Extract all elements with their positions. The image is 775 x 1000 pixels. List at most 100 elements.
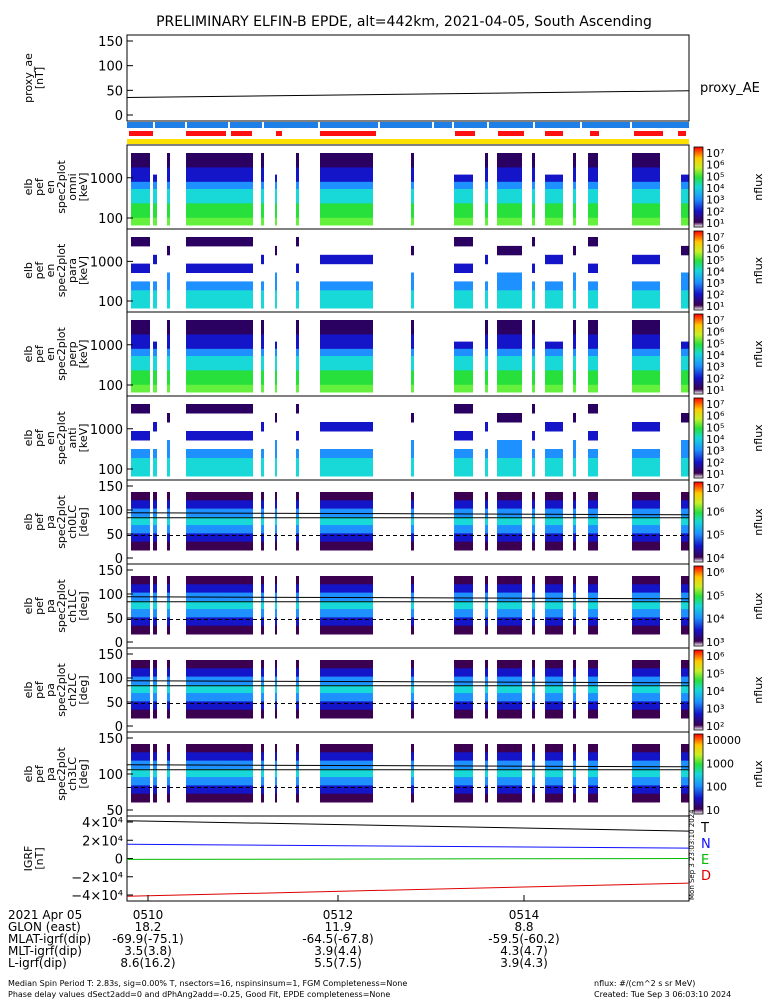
heatmap-cell: [532, 793, 535, 803]
y-axis-label-line: omni: [66, 173, 79, 200]
heatmap-cell: [320, 449, 373, 459]
heatmap-cell: [167, 541, 170, 551]
heatmap-cell: [497, 363, 522, 371]
heatmap-cell: [261, 709, 264, 719]
heatmap-cell: [532, 431, 535, 441]
heatmap-cell: [532, 327, 535, 335]
heatmap-cell: [186, 181, 253, 190]
heatmap-cell: [275, 533, 277, 543]
quality-bar-gap: [580, 122, 582, 128]
heatmap-cell: [497, 701, 522, 711]
heatmap-cell: [167, 467, 170, 477]
colorbar: [693, 313, 704, 395]
heatmap-cell: [275, 500, 277, 510]
heatmap-cell: [296, 458, 299, 468]
heatmap-cell: [532, 752, 535, 762]
heatmap-cell: [167, 167, 170, 176]
heatmap-cell: [167, 701, 170, 711]
heatmap-cell: [186, 525, 253, 534]
y-axis-label-line: spec2plot: [55, 495, 68, 549]
y-axis-label-line: [nT]: [33, 847, 46, 869]
heatmap-cell: [320, 422, 373, 432]
heatmap-cell: [131, 467, 150, 477]
heatmap-cell: [320, 370, 373, 379]
heatmap-cell: [532, 584, 535, 594]
y-axis-label-line: elb: [22, 598, 35, 615]
chart-title: PRELIMINARY ELFIN-B EPDE, alt=442km, 202…: [156, 14, 652, 30]
heatmap-cell: [632, 348, 660, 357]
heatmap-cell: [261, 525, 264, 534]
heatmap-cell: [632, 693, 660, 702]
heatmap-cell: [153, 768, 157, 778]
time-tick-label: 0512: [323, 908, 354, 922]
heatmap-cell: [153, 458, 157, 468]
heatmap-cell: [632, 709, 660, 719]
heatmap-cell: [167, 660, 170, 669]
heatmap-cell: [497, 760, 522, 770]
heatmap-cell: [153, 752, 157, 762]
heatmap-cell: [497, 272, 522, 282]
heatmap-cell: [261, 203, 264, 212]
colorbar-tick-label: 10³: [706, 277, 724, 290]
heatmap-cell: [320, 777, 373, 786]
heatmap-cell: [320, 693, 373, 702]
heatmap-cell: [320, 281, 373, 291]
heatmap-cell: [573, 508, 576, 518]
heatmap-cells: [126, 576, 690, 635]
heatmap-cell: [167, 500, 170, 510]
colorbar-label: nflux: [752, 592, 765, 620]
heatmap-cell: [497, 617, 522, 627]
heatmap-cell: [261, 174, 264, 183]
heatmap-cell: [532, 777, 535, 786]
heatmap-cell: [275, 609, 277, 618]
heatmap-cell: [681, 196, 689, 204]
heatmap-cell: [497, 744, 522, 753]
y-axis-label-line: elb: [22, 514, 35, 531]
heatmap-cell: [411, 281, 414, 291]
quality-bar-gap: [487, 122, 489, 128]
heatmap-cell: [681, 617, 689, 627]
heatmap-cell: [485, 210, 488, 219]
heatmap-cell: [681, 541, 689, 551]
heatmap-cell: [454, 210, 473, 219]
heatmap-cell: [545, 384, 563, 393]
colorbar-tick-label: 10⁴: [706, 182, 725, 195]
heatmap-cell: [545, 196, 563, 204]
heatmap-cell: [532, 160, 535, 168]
heatmap-cell: [411, 320, 414, 328]
heatmap-cell: [131, 327, 150, 335]
heatmap-cell: [588, 458, 598, 468]
heatmap-cell: [497, 160, 522, 168]
heatmap-cell: [485, 541, 488, 551]
heatmap-cell: [131, 541, 150, 551]
heatmap-cell: [681, 356, 689, 364]
heatmap-cell: [485, 334, 488, 343]
heatmap-cell: [632, 167, 660, 176]
heatmap-cell: [632, 174, 660, 183]
heatmap-cell: [681, 693, 689, 702]
y-tick-label: 100: [98, 379, 123, 394]
heatmap-cell: [167, 363, 170, 371]
heatmap-cell: [454, 431, 473, 441]
heatmap-cell: [485, 281, 488, 291]
heatmap-cell: [497, 320, 522, 328]
y-axis-label-line: [deg]: [77, 591, 90, 620]
heatmap-cell: [454, 625, 473, 635]
heatmap-cell: [454, 709, 473, 719]
heatmap-cell: [681, 709, 689, 719]
heatmap-cell: [167, 684, 170, 694]
heatmap-cell: [320, 709, 373, 719]
heatmap-cell: [632, 584, 660, 594]
heatmap-cell: [296, 320, 299, 328]
heatmap-cell: [131, 384, 150, 393]
heatmap-cell: [588, 777, 598, 786]
heatmap-cell: [131, 160, 150, 168]
y-tick-label: −4×10⁴: [71, 889, 123, 904]
heatmap-cell: [681, 449, 689, 459]
heatmap-cell: [131, 334, 150, 343]
heatmap-cell: [320, 181, 373, 190]
heatmap-cell: [485, 492, 488, 501]
flag-bar: [678, 131, 686, 136]
heatmap-cell: [296, 299, 299, 309]
